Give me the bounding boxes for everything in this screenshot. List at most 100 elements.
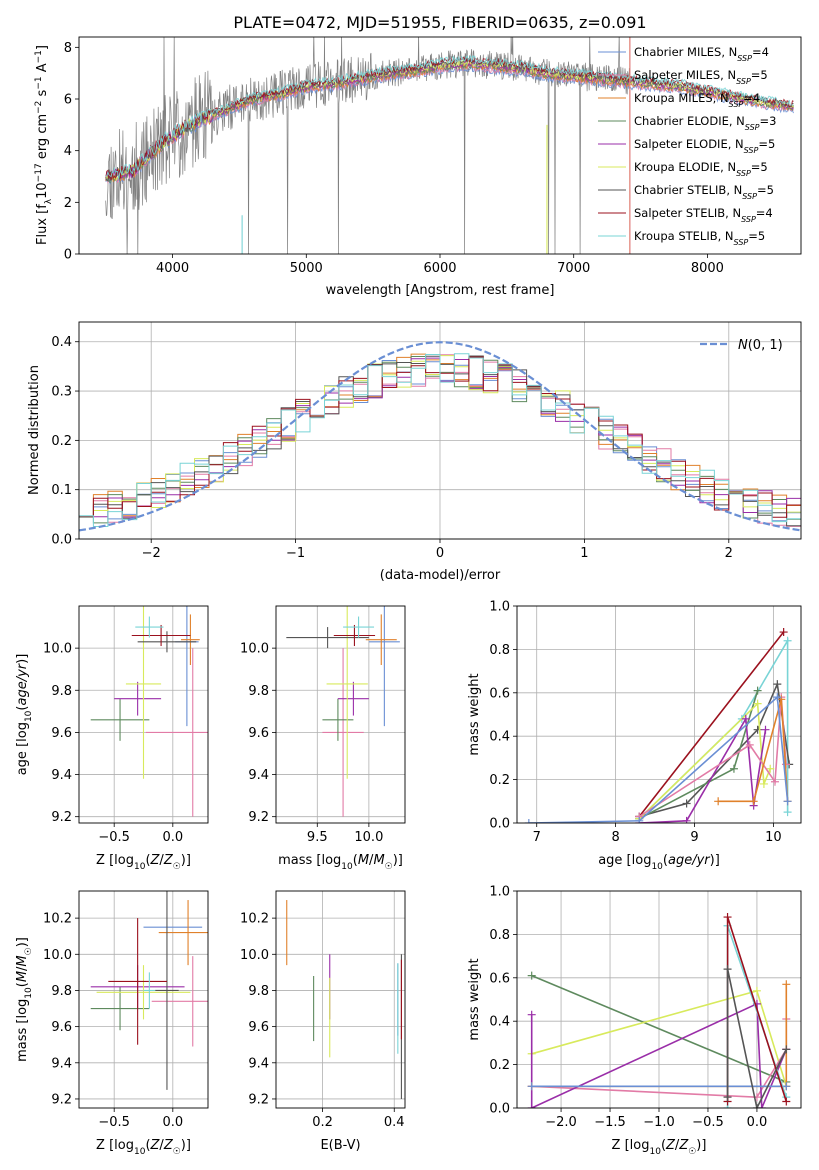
y-tick-label: 0.0 bbox=[489, 817, 510, 832]
panel-weight_vs_age: 7 8 9 10 0.0 0.2 0.4 0.6 0.8 1.0 age [log10(age/yr… bbox=[467, 600, 802, 872]
x-tick-label: −1.0 bbox=[643, 1115, 675, 1130]
y-tick-label: 9.4 bbox=[248, 1056, 269, 1071]
legend-label-chabrier_miles: Chabrier MILES, NSSP=4 bbox=[634, 45, 769, 63]
weight-marker-chabrier_elodie bbox=[527, 971, 536, 980]
weight-marker-chabrier_miles bbox=[783, 797, 792, 806]
axes-frame bbox=[78, 36, 802, 255]
legend-label-kroupa_stelib: Kroupa STELIB, NSSP=5 bbox=[634, 229, 765, 247]
axes-frame bbox=[78, 605, 209, 824]
y-tick-label: 6 bbox=[64, 93, 72, 108]
y-axis-label: mass weight bbox=[467, 673, 482, 755]
plot-area bbox=[286, 900, 402, 1099]
x-tick-label: 0.0 bbox=[747, 1115, 768, 1130]
weight-marker-chabrier_stelib bbox=[723, 1093, 732, 1102]
legend: Chabrier MILES, NSSP=4 Salpeter MILES, NS… bbox=[598, 45, 776, 247]
y-axis-label: mass weight bbox=[467, 958, 482, 1040]
weight-marker-salpeter_elodie bbox=[527, 1010, 536, 1019]
y-tick-label: 0.6 bbox=[489, 686, 510, 701]
grid bbox=[517, 890, 801, 1109]
weight-marker-salpeter_stelib bbox=[782, 1097, 791, 1106]
x-tick-label: 8000 bbox=[691, 261, 724, 276]
normal-curve bbox=[79, 341, 801, 532]
weight-line-salpeter_elodie bbox=[639, 716, 767, 823]
x-tick-label: 0.2 bbox=[312, 1115, 333, 1130]
axes-frame bbox=[78, 890, 209, 1109]
weight-marker-salpeter_stelib bbox=[723, 913, 732, 922]
weight-marker-chabrier_miles bbox=[773, 693, 782, 702]
y-tick-label: 0.8 bbox=[489, 643, 510, 658]
y-tick-label: 9.8 bbox=[248, 984, 269, 999]
plot-area bbox=[527, 913, 791, 1108]
x-tick-label: 5000 bbox=[290, 261, 323, 276]
weight-line-kroupa_elodie bbox=[638, 701, 771, 820]
weight-marker-salpeter_stelib bbox=[779, 628, 788, 637]
weight-marker-chabrier_miles bbox=[524, 819, 533, 823]
x-tick-label: 10 bbox=[765, 830, 782, 845]
x-tick-label: 6000 bbox=[423, 261, 456, 276]
y-tick-label: 0.3 bbox=[51, 385, 72, 400]
x-axis-label: Z [log10(Z/Z☉)] bbox=[612, 1138, 707, 1157]
legend-label-chabrier_elodie: Chabrier ELODIE, NSSP=3 bbox=[634, 114, 776, 132]
x-tick-label: 0.0 bbox=[162, 830, 183, 845]
y-tick-label: 4 bbox=[64, 144, 72, 159]
weight-marker-salpeter_elodie bbox=[741, 714, 750, 723]
legend-label-salpeter_elodie: Salpeter ELODIE, NSSP=5 bbox=[634, 137, 775, 155]
weight-marker-kroupa_stelib bbox=[783, 636, 792, 645]
y-tick-label: 10.0 bbox=[240, 948, 269, 963]
weight-marker-chabrier_stelib bbox=[752, 1104, 761, 1108]
weight-marker-chabrier_miles bbox=[782, 1082, 791, 1091]
x-tick-label: 8 bbox=[611, 830, 619, 845]
x-tick-label: −0.5 bbox=[692, 1115, 724, 1130]
y-tick-label: 0.2 bbox=[51, 434, 72, 449]
y-tick-label: 0.2 bbox=[489, 773, 510, 788]
weight-marker-salpeter_elodie bbox=[761, 725, 770, 734]
y-tick-label: 9.4 bbox=[51, 768, 72, 783]
y-tick-label: 9.2 bbox=[51, 1092, 72, 1107]
x-axis-label: Z [log10(Z/Z☉)] bbox=[96, 853, 191, 872]
weight-marker-chabrier_miles bbox=[527, 1082, 536, 1091]
y-tick-label: 9.8 bbox=[51, 984, 72, 999]
plot-area bbox=[105, 37, 794, 254]
histogram-kroupa_stelib bbox=[79, 353, 801, 539]
weight-line-salpeter_stelib bbox=[638, 631, 785, 817]
chart-title: PLATE=0472, MJD=51955, FIBERID=0635, z=0… bbox=[233, 13, 646, 32]
plot-area bbox=[524, 628, 794, 823]
y-tick-label: 0.2 bbox=[489, 1058, 510, 1073]
y-tick-label: 0.4 bbox=[489, 730, 510, 745]
weight-marker-kroupa_elodie bbox=[766, 764, 775, 773]
x-tick-label: 2 bbox=[725, 546, 733, 561]
y-tick-label: 10.0 bbox=[43, 642, 72, 657]
x-tick-label: −0.5 bbox=[98, 830, 130, 845]
x-tick-label: 0 bbox=[436, 546, 444, 561]
panel-mass_vs_Z: −0.5 0.0 9.2 9.4 9.6 9.8 10.0 10.2 Z [log10(Z/Z☉… bbox=[15, 890, 209, 1157]
weight-marker-kroupa_miles bbox=[749, 797, 758, 806]
y-tick-label: 2 bbox=[64, 196, 72, 211]
y-axis-label: age [log10(age/yr)] bbox=[15, 654, 34, 776]
model-kroupa_stelib bbox=[105, 54, 794, 179]
x-axis-label: E(B-V) bbox=[320, 1138, 360, 1153]
weight-line-chabrier_elodie bbox=[531, 974, 787, 1083]
x-tick-label: −1.5 bbox=[594, 1115, 626, 1130]
y-axis-label: Normed distribution bbox=[27, 365, 42, 495]
weight-marker-chabrier_miles bbox=[635, 816, 644, 823]
panel-age_vs_mass: 9.5 10.0 9.2 9.4 9.6 9.8 10.0 mass [log10(M/M☉)… bbox=[240, 605, 406, 872]
y-tick-label: 9.8 bbox=[51, 684, 72, 699]
x-tick-label: 0.4 bbox=[384, 1115, 405, 1130]
y-tick-label: 0.0 bbox=[51, 533, 72, 548]
legend-label-kroupa_miles: Kroupa MILES, NSSP=4 bbox=[634, 91, 760, 109]
weight-line-chabrier_miles bbox=[528, 695, 789, 823]
y-tick-label: 9.6 bbox=[51, 1020, 72, 1035]
y-axis-label: Flux [fλ10−17 erg cm−2 s−1 A−1] bbox=[34, 45, 54, 245]
y-tick-label: 8 bbox=[64, 41, 72, 56]
axes-frame bbox=[275, 605, 406, 824]
y-tick-label: 0.6 bbox=[489, 971, 510, 986]
panel-weight_vs_Z: −2.0 −1.5 −1.0 −0.5 0.0 0.0 0.2 0.4 0.6 0.8 1.0 Z [… bbox=[467, 885, 802, 1157]
y-tick-label: 9.2 bbox=[248, 1092, 269, 1107]
y-tick-label: 9.2 bbox=[51, 810, 72, 825]
y-tick-label: 10.0 bbox=[240, 642, 269, 657]
y-tick-label: 9.6 bbox=[248, 1020, 269, 1035]
y-tick-label: 9.6 bbox=[248, 726, 269, 741]
y-tick-label: 0.4 bbox=[489, 1015, 510, 1030]
x-axis-label: age [log10(age/yr)] bbox=[598, 853, 720, 872]
weight-marker-salpeter_elodie bbox=[757, 1104, 766, 1108]
